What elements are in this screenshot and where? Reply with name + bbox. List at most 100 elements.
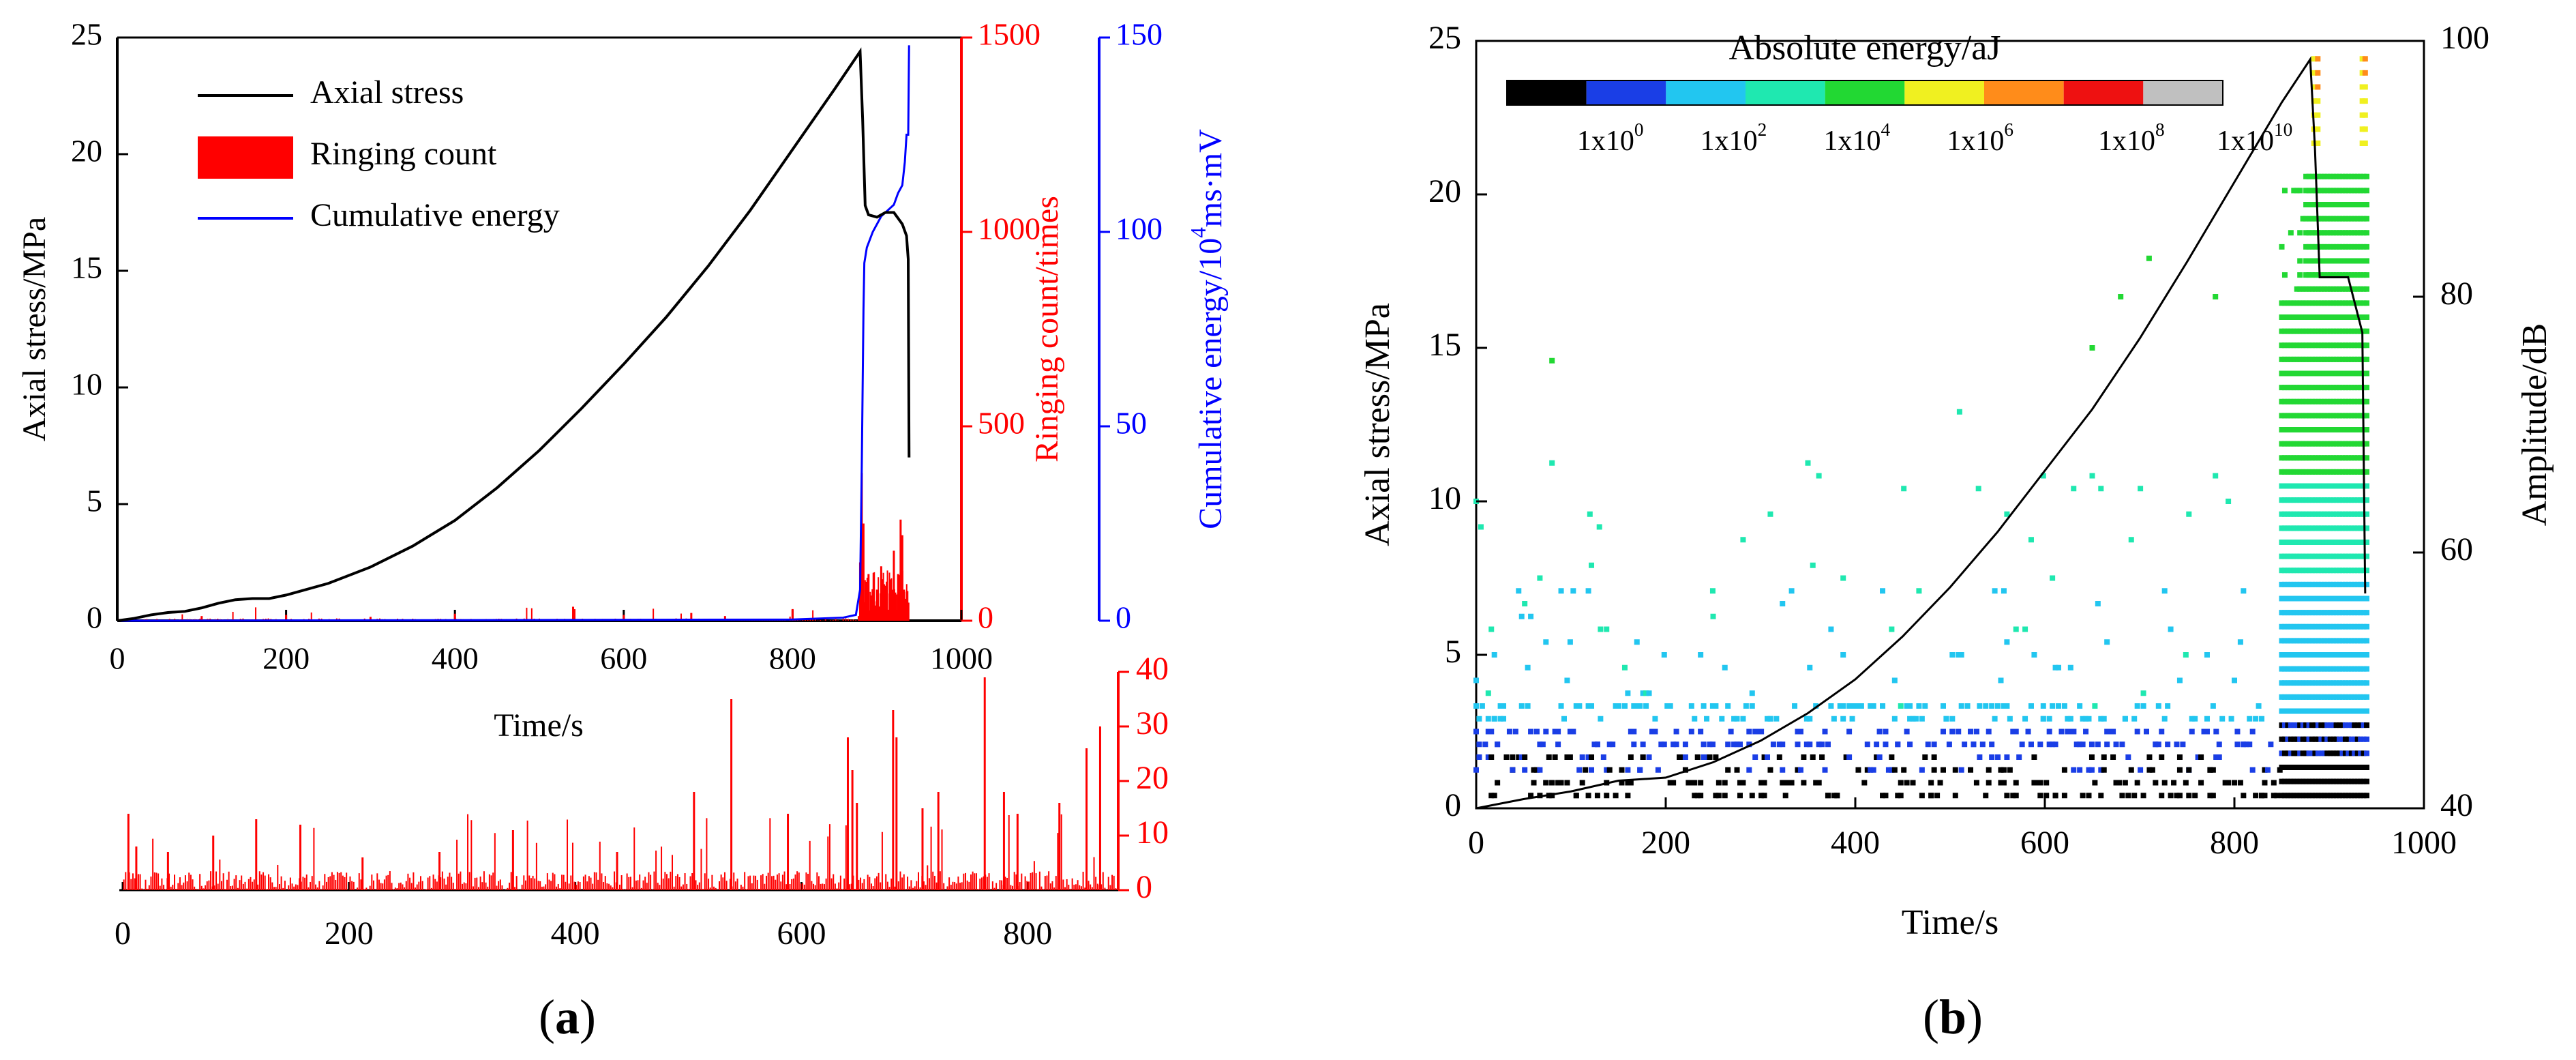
scatter-point <box>1606 741 1613 748</box>
scatter-point <box>1476 754 1482 760</box>
scatter-point <box>1667 703 1673 709</box>
scatter-failure-point <box>2303 525 2309 531</box>
scatter-failure-point <box>2306 483 2312 489</box>
scatter-failure-point <box>2346 623 2352 630</box>
scatter-failure-point <box>2339 356 2346 362</box>
scatter-failure-point <box>2279 413 2285 419</box>
lower-y-tick-label: 20 <box>1136 760 1169 796</box>
scatter-failure-point <box>2300 497 2306 503</box>
scatter-failure-point <box>2331 497 2337 503</box>
lower-y-tick-label: 10 <box>1136 814 1169 851</box>
x-axis-title: Time/s <box>494 707 584 744</box>
scatter-failure-point <box>2303 385 2309 391</box>
scatter-point <box>2101 767 2107 773</box>
colorbar-swatch <box>2063 80 2144 105</box>
scatter-failure-point <box>2358 595 2364 602</box>
scatter-failure-point <box>2324 793 2331 799</box>
scatter-point <box>1916 588 1922 594</box>
scatter-failure-point <box>2279 694 2285 700</box>
scatter-point <box>1986 767 1992 773</box>
scatter-failure-point <box>2333 385 2339 391</box>
scatter-failure-point <box>2281 497 2288 503</box>
scatter-failure-point <box>2303 244 2309 250</box>
scatter-point <box>1964 703 1971 709</box>
scatter-failure-point <box>2318 188 2324 194</box>
scatter-failure-point <box>2327 708 2333 714</box>
scatter-failure-point <box>2358 441 2364 447</box>
scatter-failure-point <box>2285 342 2291 349</box>
scatter-failure-point <box>2337 722 2343 728</box>
scatter-failure-point <box>2318 553 2324 559</box>
scatter-point <box>2253 793 2259 799</box>
scatter-failure-point <box>2309 694 2315 700</box>
scatter-failure-point <box>2337 342 2343 349</box>
scatter-failure-point <box>2291 568 2297 574</box>
scatter-failure-point <box>2327 568 2333 574</box>
colorbar-swatch <box>1984 80 2064 105</box>
scatter-failure-point <box>2348 652 2354 658</box>
scatter-failure-point <box>2339 342 2346 349</box>
scatter-point <box>1646 754 1652 760</box>
scatter-point <box>1476 716 1482 722</box>
scatter-failure-point <box>2279 342 2285 349</box>
scatter-failure-point <box>2294 398 2300 404</box>
scatter-failure-point <box>2327 511 2333 517</box>
scatter-peak-point <box>2362 112 2368 118</box>
scatter-failure-point <box>2346 272 2352 278</box>
scatter-failure-point <box>2309 736 2315 742</box>
scatter-point <box>1891 767 1898 773</box>
scatter-failure-point <box>2324 553 2331 559</box>
scatter-failure-point <box>2294 370 2300 377</box>
scatter-failure-point <box>2297 511 2303 517</box>
y-axis-title: Axial stress/MPa <box>16 217 53 441</box>
scatter-failure-point <box>2297 736 2303 742</box>
scatter-point <box>1473 677 1479 683</box>
scatter-failure-point <box>2337 258 2343 264</box>
scatter-point <box>1956 652 1962 658</box>
scatter-failure-point <box>2324 610 2331 616</box>
scatter-failure-point <box>2346 173 2352 179</box>
scatter-point <box>2204 728 2210 735</box>
scatter-failure-point <box>2354 793 2361 799</box>
scatter-failure-point <box>2291 469 2297 475</box>
scatter-failure-point <box>2297 314 2303 320</box>
scatter-failure-point <box>2285 553 2291 559</box>
scatter-point <box>1770 741 1776 748</box>
scatter-failure-point <box>2321 680 2327 686</box>
scatter-failure-point <box>2294 511 2300 517</box>
scatter-point <box>2125 754 2131 760</box>
scatter-point <box>2247 716 2253 722</box>
scatter-point <box>2086 716 2092 722</box>
scatter-failure-point <box>2358 483 2364 489</box>
scatter-failure-point <box>2333 370 2339 377</box>
scatter-failure-point <box>2339 258 2346 264</box>
scatter-failure-point <box>2306 497 2312 503</box>
cumulative-energy-line <box>117 45 910 622</box>
scatter-failure-point <box>2354 610 2361 616</box>
scatter-failure-point <box>2333 286 2339 292</box>
scatter-failure-point <box>2321 300 2327 306</box>
scatter-failure-point <box>2288 581 2294 587</box>
scatter-failure-point <box>2297 568 2303 574</box>
x-tick-label: 200 <box>263 641 310 676</box>
scatter-failure-point <box>2279 638 2285 644</box>
scatter-failure-point <box>2324 497 2331 503</box>
scatter-failure-point <box>2324 469 2331 475</box>
scatter-point <box>1840 652 1846 658</box>
scatter-failure-point <box>2333 708 2339 714</box>
scatter-failure-point <box>2358 680 2364 686</box>
scatter-failure-point <box>2294 778 2300 784</box>
scatter-failure-point <box>2348 300 2354 306</box>
scatter-failure-point <box>2358 793 2364 799</box>
scatter-point <box>2019 741 2025 748</box>
scatter-point <box>1564 754 1570 760</box>
scatter-failure-point <box>2300 623 2306 630</box>
scatter-failure-point <box>2281 370 2288 377</box>
scatter-peak-point <box>2359 98 2365 104</box>
scatter-failure-point <box>2294 342 2300 349</box>
scatter-failure-point <box>2300 511 2306 517</box>
scatter-failure-point <box>2346 652 2352 658</box>
scatter-failure-point <box>2315 666 2321 672</box>
scatter-point <box>1861 780 1868 786</box>
scatter-failure-point <box>2303 469 2309 475</box>
